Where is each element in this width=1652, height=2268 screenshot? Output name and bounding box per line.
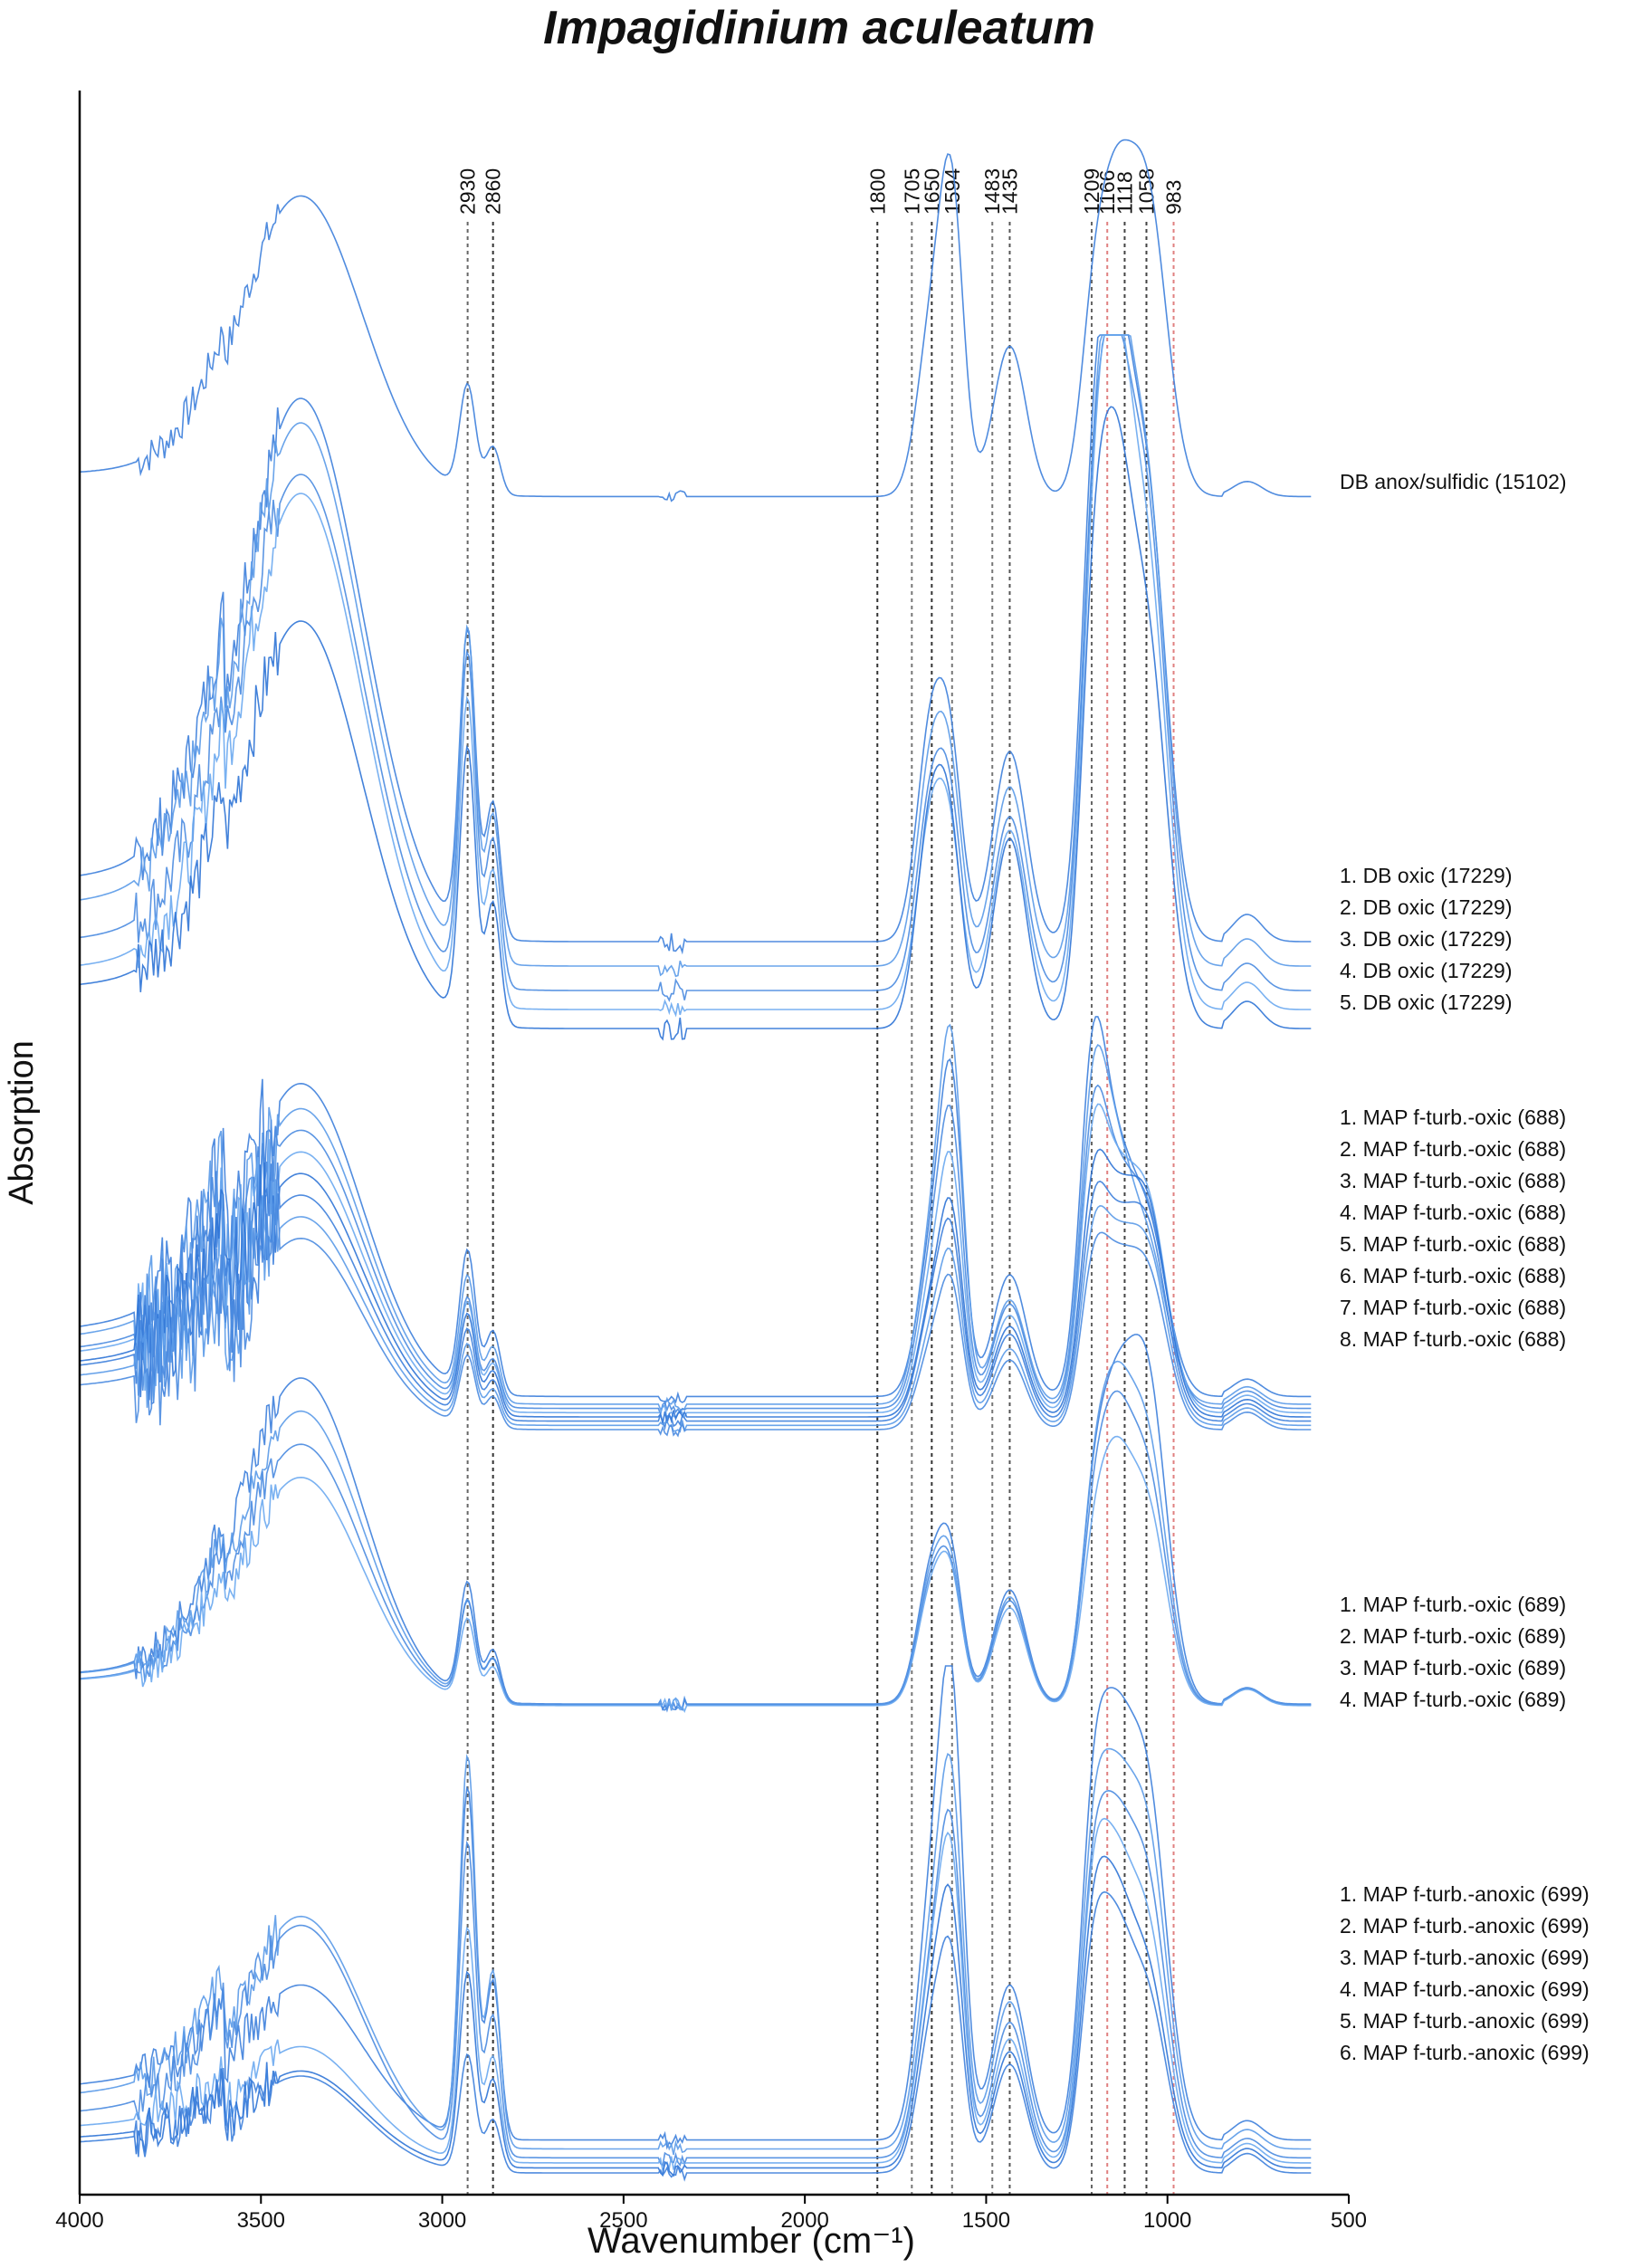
series-label: 2. MAP f-turb.-oxic (689): [1340, 1624, 1566, 1648]
x-tick-label: 4000: [55, 2208, 103, 2233]
spectrum-line: [79, 1747, 1312, 2156]
reference-line-label: 1435: [998, 168, 1021, 215]
spectrum-line: [79, 1193, 1312, 1438]
series-label: 6. MAP f-turb.-anoxic (699): [1340, 2041, 1590, 2064]
spectrum-group: [79, 139, 1312, 502]
spectrum-line: [79, 1890, 1312, 2182]
x-tick-label: 2000: [780, 2208, 828, 2233]
spectrum-line: [79, 1148, 1312, 1424]
y-axis-label: Absorption: [3, 1040, 41, 1205]
spectrum-line: [79, 334, 1312, 1018]
reference-line-label: 983: [1162, 180, 1186, 215]
spectrum-line: [79, 334, 1312, 978]
spectrum-line: [79, 1023, 1312, 1412]
spectrum-line: [79, 1817, 1312, 2173]
x-tick-label: 500: [1331, 2208, 1367, 2233]
reference-line-label: 1118: [1112, 171, 1136, 215]
spectrum-group: [79, 1334, 1312, 1713]
x-tick-label: 1500: [962, 2208, 1010, 2233]
series-label: 3. MAP f-turb.-oxic (688): [1340, 1169, 1566, 1192]
series-label: 5. MAP f-turb.-anoxic (699): [1340, 2009, 1590, 2033]
series-label: 5. MAP f-turb.-oxic (688): [1340, 1232, 1566, 1256]
series-label: 8. MAP f-turb.-oxic (688): [1340, 1327, 1566, 1351]
series-label: 2. MAP f-turb.-oxic (688): [1340, 1137, 1566, 1161]
reference-line-label: 1705: [900, 168, 923, 215]
reference-line-label: 1483: [980, 168, 1004, 215]
series-label: 3. MAP f-turb.-anoxic (699): [1340, 1946, 1590, 1969]
series-label: 4. DB oxic (17229): [1340, 959, 1512, 982]
axes: 4000 3500 3000 2500 2000 1500 1000 500: [55, 91, 1367, 2233]
spectrum-line: [79, 1360, 1312, 1711]
series-label: 7. MAP f-turb.-oxic (688): [1340, 1296, 1566, 1319]
series-label: 4. MAP f-turb.-oxic (688): [1340, 1201, 1566, 1224]
spectrum-line: [79, 1665, 1312, 2150]
series-label: 1. MAP f-turb.-oxic (689): [1340, 1593, 1566, 1616]
spectrum-group: [79, 1016, 1312, 1438]
series-label: 4. MAP f-turb.-anoxic (699): [1340, 1977, 1590, 2001]
spectrum-line: [79, 406, 1312, 1041]
series-label: 5. DB oxic (17229): [1340, 990, 1512, 1014]
spectrum-line: [79, 139, 1312, 502]
series-label: 2. MAP f-turb.-anoxic (699): [1340, 1914, 1590, 1938]
spectrum-line: [79, 1789, 1312, 2168]
spectrum-line: [79, 334, 1312, 955]
reference-line-label: 1800: [865, 168, 889, 215]
spectrum-line: [79, 1103, 1312, 1422]
spectrum-line: [79, 1334, 1312, 1711]
chart-title: Impagidinium aculeatum: [543, 2, 1095, 54]
spectrum-line: [79, 1435, 1312, 1713]
series-label: DB anox/sulfidic (15102): [1340, 470, 1567, 493]
x-tick-label: 2500: [599, 2208, 647, 2233]
spectrum-group: [79, 1665, 1312, 2182]
series-label: 6. MAP f-turb.-oxic (688): [1340, 1264, 1566, 1287]
series-label: 2. DB oxic (17229): [1340, 895, 1512, 919]
spectrum-line: [79, 1179, 1312, 1433]
spectra: [79, 139, 1312, 2182]
reference-line-label: 1594: [941, 168, 964, 215]
series-label: 3. DB oxic (17229): [1340, 927, 1512, 951]
x-tick-label: 3000: [418, 2208, 466, 2233]
spectrum-line: [79, 1855, 1312, 2177]
reference-line-label: 2860: [482, 168, 505, 215]
x-axis-label: Wavenumber (cm⁻¹): [587, 2221, 915, 2261]
reference-line-label: 2930: [456, 168, 480, 215]
series-label: 1. MAP f-turb.-oxic (688): [1340, 1105, 1566, 1129]
x-tick-label: 1000: [1143, 2208, 1191, 2233]
x-tick-label: 3500: [237, 2208, 285, 2233]
series-label: 1. MAP f-turb.-anoxic (699): [1340, 1882, 1590, 1906]
spectrum-line: [79, 1084, 1312, 1417]
series-label: 1. DB oxic (17229): [1340, 864, 1512, 887]
group-labels: DB anox/sulfidic (15102) 1. DB oxic (1722…: [1340, 470, 1590, 2064]
series-label: 4. MAP f-turb.-oxic (689): [1340, 1688, 1566, 1711]
spectrum-line: [79, 1162, 1312, 1431]
spectrum-line: [79, 1016, 1312, 1404]
series-label: 3. MAP f-turb.-oxic (689): [1340, 1656, 1566, 1679]
spectrum-group: [79, 334, 1312, 1041]
